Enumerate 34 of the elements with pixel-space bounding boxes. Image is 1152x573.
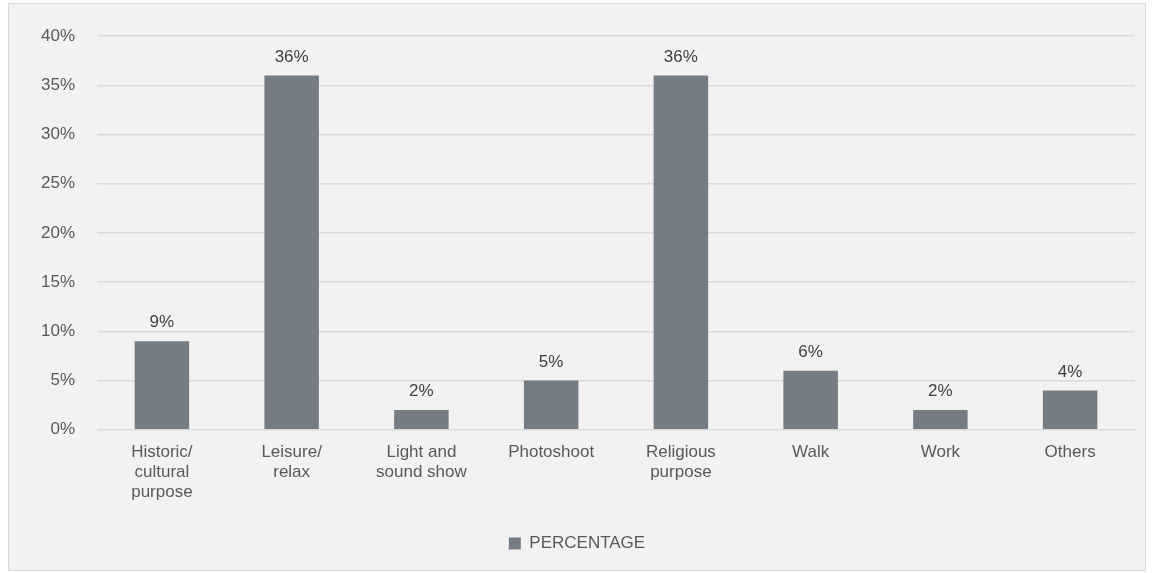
- bar: [1042, 390, 1098, 430]
- x-tick-label: Photoshoot: [508, 441, 595, 461]
- data-label: 36%: [274, 46, 309, 66]
- y-tick-label: 30%: [40, 124, 76, 144]
- y-tick-label: 15%: [40, 271, 76, 291]
- data-label: 2%: [928, 381, 953, 401]
- x-tick-label: Historic/ cultural purpose: [131, 441, 193, 502]
- y-tick-label: 0%: [50, 419, 76, 439]
- x-tick-label: Work: [920, 441, 961, 461]
- bar: [394, 410, 449, 430]
- data-label: 6%: [798, 341, 823, 361]
- y-tick-label: 40%: [40, 25, 76, 45]
- data-label: 4%: [1057, 361, 1083, 381]
- bar: [653, 75, 709, 430]
- x-tick-label: Walk: [792, 441, 830, 461]
- bar: [134, 341, 190, 430]
- data-label: 5%: [538, 351, 564, 371]
- x-tick-label: Light and sound show: [376, 441, 468, 482]
- bar: [913, 410, 968, 430]
- data-label: 36%: [663, 46, 698, 66]
- x-tick-label: Others: [1044, 441, 1096, 461]
- data-label: 2%: [409, 381, 434, 401]
- x-tick-label: Religious purpose: [645, 441, 716, 482]
- y-tick-label: 20%: [40, 222, 76, 242]
- bar: [523, 380, 579, 430]
- y-tick-label: 10%: [40, 321, 76, 341]
- y-tick-label: 5%: [50, 370, 76, 390]
- y-tick-label: 25%: [40, 173, 76, 193]
- legend-label: PERCENTAGE: [529, 533, 646, 553]
- x-tick-label: Leisure/ relax: [261, 441, 323, 482]
- bar: [783, 370, 838, 430]
- data-label: 9%: [149, 312, 175, 332]
- y-tick-label: 35%: [40, 75, 76, 95]
- bar: [264, 75, 319, 430]
